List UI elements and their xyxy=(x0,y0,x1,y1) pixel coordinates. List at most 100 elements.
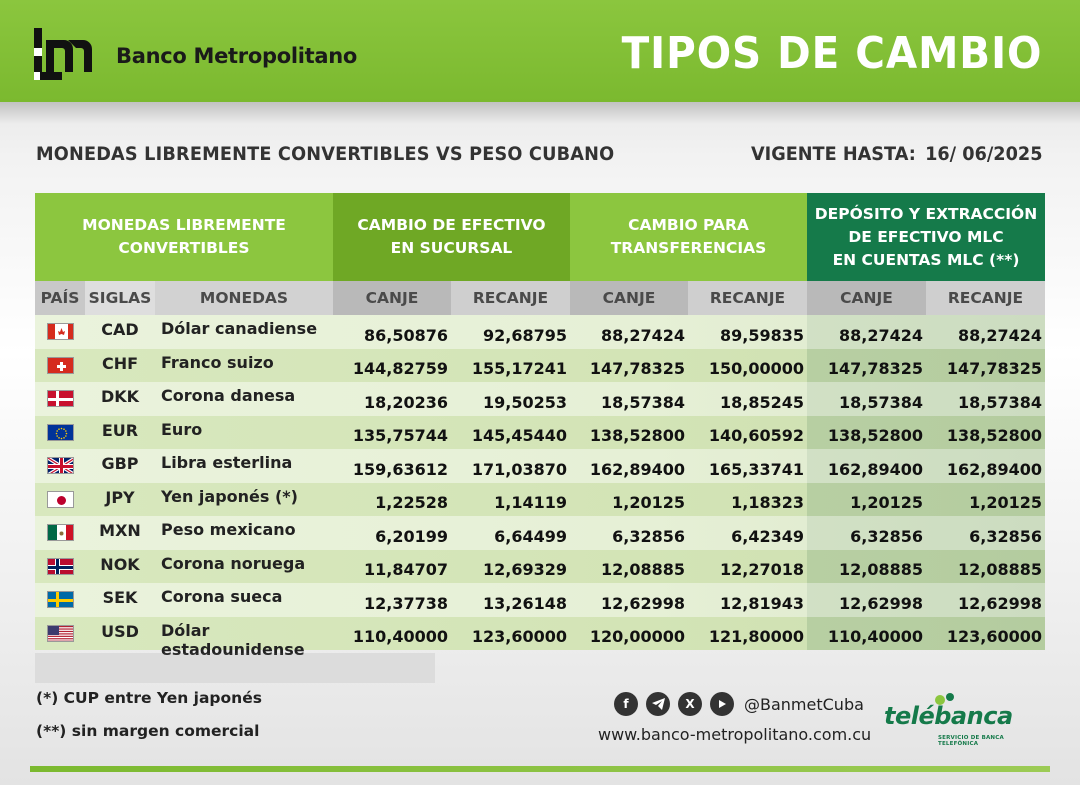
telegram-icon[interactable] xyxy=(646,692,670,716)
efectivo-recanje-value: 13,26148 xyxy=(482,593,567,613)
transferencias-canje-value: 147,78325 xyxy=(589,359,685,378)
currency-name: Dólar canadiense xyxy=(161,319,318,338)
validity-label: VIGENTE HASTA: xyxy=(750,143,916,165)
exchange-rate-table: MONEDAS LIBREMENTE CONVERTIBLES CAMBIO D… xyxy=(35,193,1045,659)
switzerland-flag-icon xyxy=(46,356,74,374)
youtube-icon[interactable] xyxy=(710,692,734,716)
telebanca-wordmark: telébanca xyxy=(884,702,1013,730)
group-header-row: MONEDAS LIBREMENTE CONVERTIBLES CAMBIO D… xyxy=(35,193,1045,281)
transferencias-recanje-value: 12,27018 xyxy=(719,560,804,579)
currency-name: Euro xyxy=(161,419,203,439)
social-handle[interactable]: @BanmetCuba xyxy=(744,694,864,714)
efectivo-recanje-value: 171,03870 xyxy=(471,459,567,479)
mlc-canje-value: 162,89400 xyxy=(807,449,926,483)
transferencias-recanje-value: 1,18323 xyxy=(731,493,804,512)
currency-code: CHF xyxy=(101,353,139,373)
flag-cell xyxy=(35,315,85,349)
efectivo-recanje-value: 12,69329 xyxy=(482,560,567,579)
transferencias-recanje-value: 12,81943 xyxy=(719,593,804,613)
efectivo-canje-value: 1,22528 xyxy=(375,493,448,512)
mlc-canje-value: 138,52800 xyxy=(807,415,926,449)
transferencias-recanje-value: 140,60592 xyxy=(708,426,804,445)
validity-date: 16/ 06/2025 xyxy=(924,143,1042,165)
transferencias-recanje-value: 165,33741 xyxy=(708,459,804,479)
website-link[interactable]: www.banco-metropolitano.com.cu xyxy=(598,725,872,744)
mlc-recanje-value: 138,52800 xyxy=(926,415,1045,449)
currency-code: DKK xyxy=(100,387,140,407)
efectivo-canje-value: 135,75744 xyxy=(352,426,448,445)
mlc-canje-value: 12,08885 xyxy=(807,549,926,583)
mlc-canje-value: 18,57384 xyxy=(807,382,926,416)
col-siglas: SIGLAS xyxy=(85,281,155,315)
group-monedas: MONEDAS LIBREMENTE CONVERTIBLES xyxy=(35,193,333,281)
x-icon[interactable]: X xyxy=(678,692,702,716)
flag-cell xyxy=(35,583,85,617)
canada-flag-icon xyxy=(46,323,74,341)
transferencias-recanje-value: 150,00000 xyxy=(708,359,804,378)
uk-flag-icon xyxy=(46,457,74,475)
efectivo-canje-value: 159,63612 xyxy=(352,459,448,479)
table-row: MXN Peso mexicano 6,20199 6,64499 6,3285… xyxy=(35,516,1045,550)
transferencias-canje-value: 1,20125 xyxy=(612,493,685,512)
currency-code: CAD xyxy=(101,320,139,340)
efectivo-recanje-value: 19,50253 xyxy=(482,392,567,412)
telebanca-tagline: SERVICIO DE BANCA TELEFÓNICA xyxy=(938,735,1004,747)
table-row: JPY Yen japonés (*) 1,22528 1,14119 1,20… xyxy=(35,482,1045,516)
currency-name: Libra esterlina xyxy=(161,453,293,472)
efectivo-canje-value: 86,50876 xyxy=(363,325,448,345)
table-row: EUR Euro 135,75744 145,45440 138,52800 1… xyxy=(35,415,1045,450)
currency-name: Corona sueca xyxy=(161,587,283,606)
table-row: NOK Corona noruega 11,84707 12,69329 12,… xyxy=(35,549,1045,583)
header-banner: Banco Metropolitano TIPOS DE CAMBIO xyxy=(0,0,1080,102)
transferencias-recanje-value: 6,42349 xyxy=(731,526,804,546)
efectivo-canje-value: 6,20199 xyxy=(375,526,448,546)
flag-cell xyxy=(35,516,85,550)
mlc-recanje-value: 18,57384 xyxy=(926,382,1045,416)
transferencias-canje-value: 12,62998 xyxy=(600,593,685,613)
mlc-recanje-value: 12,62998 xyxy=(926,583,1045,617)
flag-cell xyxy=(35,449,85,483)
header-shadow xyxy=(0,102,1080,124)
bank-name: Banco Metropolitano xyxy=(116,44,358,68)
efectivo-canje-value: 18,20236 xyxy=(363,392,448,412)
flag-cell xyxy=(35,617,85,651)
currency-code: GBP xyxy=(101,454,139,474)
efectivo-recanje-value: 155,17241 xyxy=(471,359,567,378)
mlc-recanje-value: 6,32856 xyxy=(926,516,1045,550)
flag-cell xyxy=(35,349,85,383)
transferencias-canje-value: 12,08885 xyxy=(600,560,685,579)
transferencias-canje-value: 120,00000 xyxy=(589,627,685,646)
subtitle: MONEDAS LIBREMENTE CONVERTIBLES VS PESO … xyxy=(36,143,615,165)
col-pais: PAÍS xyxy=(35,281,85,315)
mlc-recanje-value: 88,27424 xyxy=(926,315,1045,349)
validity: VIGENTE HASTA: 16/ 06/2025 xyxy=(750,143,1042,165)
efectivo-recanje-value: 1,14119 xyxy=(494,493,567,512)
transferencias-recanje-value: 121,80000 xyxy=(708,627,804,646)
mlc-canje-value: 1,20125 xyxy=(807,482,926,516)
col-monedas: MONEDAS xyxy=(155,281,333,315)
facebook-icon[interactable]: f xyxy=(614,692,638,716)
mlc-recanje-value: 1,20125 xyxy=(926,482,1045,516)
currency-code: EUR xyxy=(101,420,139,440)
efectivo-recanje-value: 145,45440 xyxy=(471,426,567,445)
transferencias-canje-value: 6,32856 xyxy=(612,526,685,546)
efectivo-recanje-value: 6,64499 xyxy=(494,526,567,546)
flag-cell xyxy=(35,416,85,450)
mlc-recanje-value: 162,89400 xyxy=(926,449,1045,483)
table-row: CHF Franco suizo 144,82759 155,17241 147… xyxy=(35,348,1045,383)
currency-name: Corona noruega xyxy=(161,553,306,573)
denmark-flag-icon xyxy=(46,390,74,408)
bank-logo-icon xyxy=(34,28,92,80)
sweden-flag-icon xyxy=(46,591,74,609)
transferencias-recanje-value: 18,85245 xyxy=(719,392,804,412)
mlc-canje-value: 6,32856 xyxy=(807,516,926,550)
transferencias-canje-value: 18,57384 xyxy=(600,392,685,412)
efectivo-canje-value: 11,84707 xyxy=(363,560,448,579)
footnote-mlc: (**) sin margen comercial xyxy=(36,722,260,740)
group-transferencias: CAMBIO PARA TRANSFERENCIAS xyxy=(570,193,807,281)
currency-code: NOK xyxy=(100,554,140,574)
japan-flag-icon xyxy=(46,490,74,508)
telebanca-logo: telébanca SERVICIO DE BANCA TELEFÓNICA xyxy=(884,692,1044,747)
efectivo-recanje-value: 92,68795 xyxy=(482,325,567,345)
currency-name: Franco suizo xyxy=(161,352,274,372)
